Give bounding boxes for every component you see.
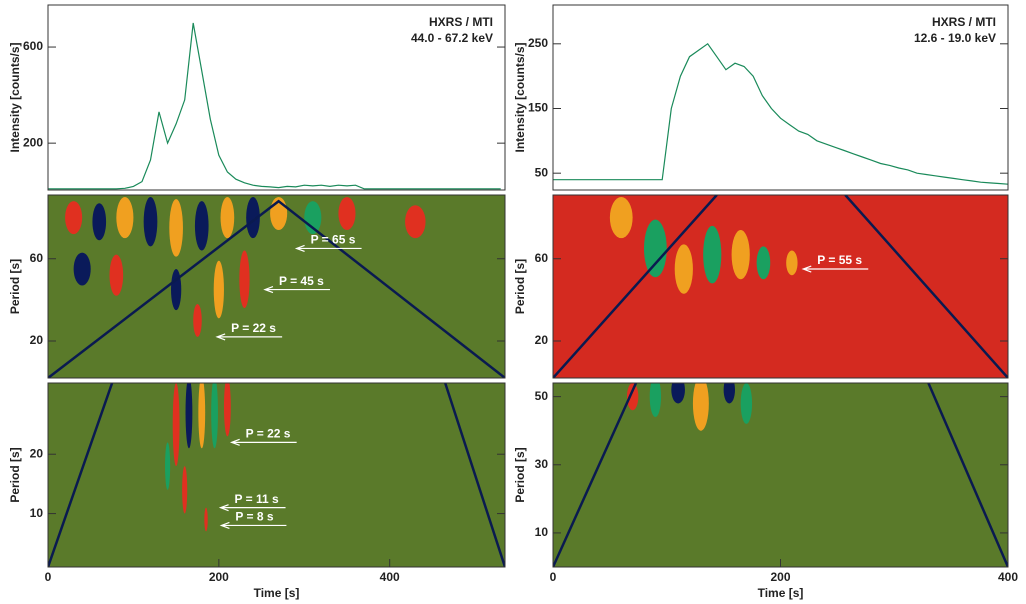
wavelet-blob [221, 197, 235, 238]
annotation-label: P = 22 s [246, 427, 291, 441]
y-tick-label: 10 [30, 506, 44, 520]
annotation-label: P = 11 s [235, 492, 279, 506]
x-tick-label: 400 [380, 570, 400, 584]
wavelet-blob [741, 383, 752, 424]
figure: 200600Intensity [counts/s]HXRS / MTI44.0… [0, 0, 1026, 604]
y-tick-label: 200 [23, 135, 43, 149]
y-axis-label: Intensity [counts/s] [513, 42, 527, 152]
wavelet-blob [644, 220, 667, 278]
wavelet-blob [198, 377, 205, 448]
annotation-label: P = 55 s [817, 253, 862, 267]
y-axis-label: Intensity [counts/s] [8, 42, 22, 152]
wavelet-blob [211, 377, 218, 448]
wavelet-blob [186, 377, 193, 448]
panel-subtitle: 12.6 - 19.0 keV [914, 31, 996, 45]
wavelet-blob [144, 197, 158, 246]
y-tick-label: 60 [30, 251, 44, 265]
x-axis-label: Time [s] [254, 586, 300, 600]
wavelet-blob [193, 304, 202, 337]
wavelet-blob [650, 376, 661, 417]
y-tick-label: 150 [528, 101, 548, 115]
y-tick-label: 10 [535, 525, 549, 539]
x-axis-label: Time [s] [758, 586, 804, 600]
x-tick-label: 400 [998, 570, 1018, 584]
panel-subtitle: 44.0 - 67.2 keV [411, 31, 493, 45]
x-tick-label: 0 [550, 570, 557, 584]
wavelet-blob [171, 269, 181, 310]
wavelet-blob [732, 230, 750, 279]
y-tick-label: 250 [528, 36, 548, 50]
wavelet-blob [116, 197, 133, 238]
x-tick-label: 200 [209, 570, 229, 584]
wavelet-blob [224, 377, 231, 436]
panel-title: HXRS / MTI [429, 15, 493, 29]
wavelet-blob [693, 376, 709, 431]
wavelet-blob [703, 226, 721, 284]
y-tick-label: 20 [30, 333, 44, 347]
y-tick-label: 20 [30, 446, 44, 460]
y-axis-label: Period [s] [513, 259, 527, 314]
x-tick-label: 0 [45, 570, 52, 584]
annotation-label: P = 22 s [231, 321, 276, 335]
y-tick-label: 60 [535, 251, 549, 265]
y-tick-label: 30 [535, 457, 549, 471]
panel-background [48, 383, 505, 567]
wavelet-blob [110, 255, 124, 296]
wavelet-blob [671, 376, 685, 403]
y-tick-label: 50 [535, 165, 549, 179]
y-tick-label: 20 [535, 333, 549, 347]
y-tick-label: 50 [535, 389, 549, 403]
wavelet-blob [214, 261, 224, 319]
wavelet-blob [173, 383, 180, 466]
wavelet-blob [338, 197, 355, 230]
wavelet-blob [239, 251, 249, 309]
wavelet-blob [610, 197, 633, 238]
annotation-label: P = 8 s [235, 510, 273, 524]
wavelet-blob [195, 201, 209, 250]
x-tick-label: 200 [770, 570, 790, 584]
wavelet-blob [169, 199, 183, 257]
wavelet-blob [165, 442, 170, 489]
wavelet-blob [65, 201, 82, 234]
y-axis-label: Period [s] [8, 259, 22, 314]
wavelet-blob [92, 203, 106, 240]
y-axis-label: Period [s] [8, 447, 22, 502]
wavelet-blob [786, 251, 797, 276]
wavelet-blob [204, 508, 207, 532]
wavelet-blob [182, 466, 187, 513]
annotation-label: P = 45 s [279, 274, 324, 288]
wavelet-blob [757, 246, 771, 279]
wavelet-blob [405, 205, 426, 238]
y-axis-label: Period [s] [513, 447, 527, 502]
panel-title: HXRS / MTI [932, 15, 996, 29]
wavelet-blob [74, 253, 91, 286]
wavelet-blob [724, 376, 735, 403]
wavelet-blob [675, 244, 693, 293]
y-tick-label: 600 [23, 39, 43, 53]
annotation-label: P = 65 s [311, 233, 356, 247]
